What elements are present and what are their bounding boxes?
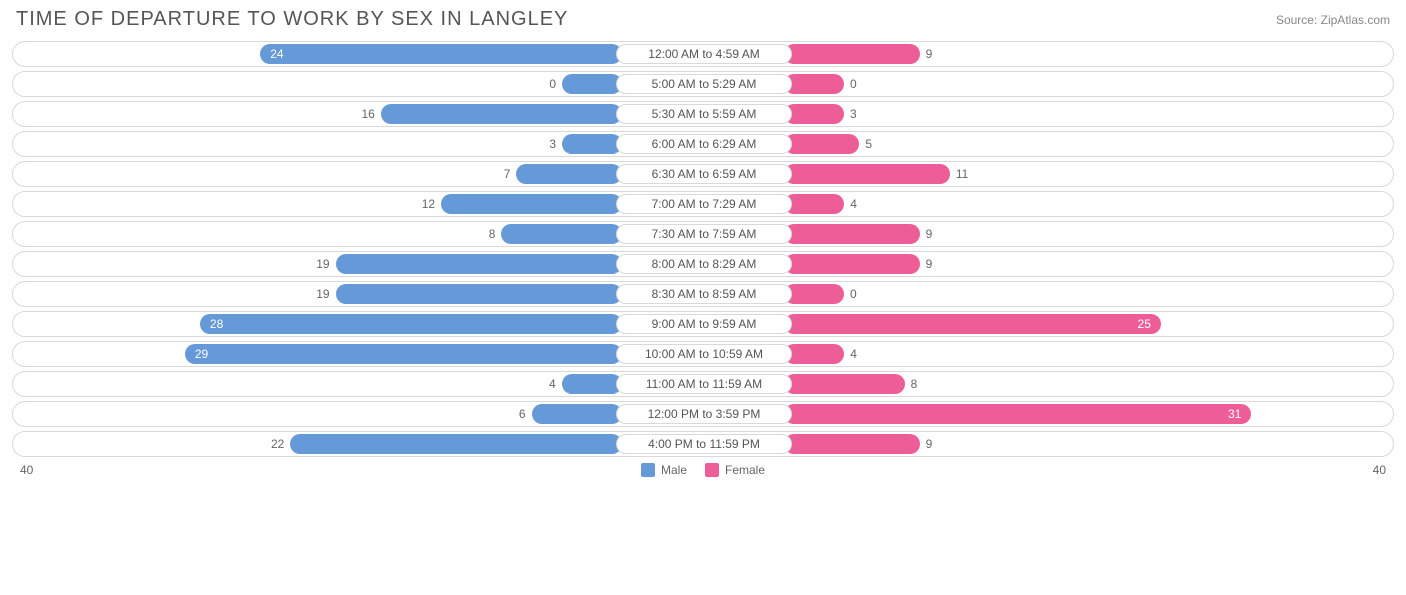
source-prefix: Source: (1276, 13, 1317, 27)
female-value: 0 (850, 282, 890, 306)
female-value: 11 (956, 162, 996, 186)
legend-item: Female (705, 463, 765, 477)
row-time-label: 5:00 AM to 5:29 AM (616, 74, 792, 94)
female-bar: 25 (784, 314, 1161, 334)
chart-row: 19 0 8:30 AM to 8:59 AM (12, 281, 1394, 307)
male-bar (290, 434, 622, 454)
row-time-label: 12:00 AM to 4:59 AM (616, 44, 792, 64)
legend-swatch (705, 463, 719, 477)
female-bar (784, 194, 844, 214)
source-attribution: Source: ZipAtlas.com (1276, 13, 1390, 27)
male-value: 6 (486, 402, 526, 426)
chart-row: 8 9 7:30 AM to 7:59 AM (12, 221, 1394, 247)
male-bar (501, 224, 622, 244)
chart-row: 0 0 5:00 AM to 5:29 AM (12, 71, 1394, 97)
male-value: 3 (516, 132, 556, 156)
female-bar (784, 224, 920, 244)
male-bar (381, 104, 622, 124)
male-value: 29 (195, 347, 208, 361)
female-value: 8 (911, 372, 951, 396)
row-time-label: 11:00 AM to 11:59 AM (616, 374, 792, 394)
row-time-label: 6:00 AM to 6:29 AM (616, 134, 792, 154)
chart-title: TIME OF DEPARTURE TO WORK BY SEX IN LANG… (16, 8, 568, 31)
row-time-label: 9:00 AM to 9:59 AM (616, 314, 792, 334)
female-bar (784, 374, 905, 394)
male-value: 28 (210, 317, 223, 331)
row-time-label: 12:00 PM to 3:59 PM (616, 404, 792, 424)
legend-item: Male (641, 463, 687, 477)
male-value: 22 (244, 432, 284, 456)
male-value: 8 (455, 222, 495, 246)
male-value: 19 (290, 252, 330, 276)
female-value: 9 (926, 42, 966, 66)
female-value: 3 (850, 102, 890, 126)
chart-row: 28 25 9:00 AM to 9:59 AM (12, 311, 1394, 337)
male-value: 4 (516, 372, 556, 396)
row-time-label: 6:30 AM to 6:59 AM (616, 164, 792, 184)
female-value: 9 (926, 222, 966, 246)
row-time-label: 4:00 PM to 11:59 PM (616, 434, 792, 454)
male-value: 0 (516, 72, 556, 96)
female-bar (784, 254, 920, 274)
chart-row: 31 6 12:00 PM to 3:59 PM (12, 401, 1394, 427)
male-value: 12 (395, 192, 435, 216)
row-time-label: 7:30 AM to 7:59 AM (616, 224, 792, 244)
chart-row: 22 9 4:00 PM to 11:59 PM (12, 431, 1394, 457)
male-bar (441, 194, 622, 214)
female-value: 9 (926, 252, 966, 276)
female-bar (784, 104, 844, 124)
male-bar (562, 74, 622, 94)
female-value: 4 (850, 342, 890, 366)
chart-row: 4 8 11:00 AM to 11:59 AM (12, 371, 1394, 397)
male-bar (516, 164, 622, 184)
row-time-label: 7:00 AM to 7:29 AM (616, 194, 792, 214)
male-bar (532, 404, 622, 424)
male-bar (562, 134, 622, 154)
chart-row: 19 9 8:00 AM to 8:29 AM (12, 251, 1394, 277)
female-bar (784, 344, 844, 364)
male-bar: 28 (200, 314, 622, 334)
female-bar (784, 284, 844, 304)
axis-right-max: 40 (1373, 463, 1386, 477)
axis-left-max: 40 (20, 463, 33, 477)
female-value: 25 (1138, 317, 1151, 331)
legend: Male Female (641, 463, 765, 477)
row-time-label: 5:30 AM to 5:59 AM (616, 104, 792, 124)
female-bar (784, 74, 844, 94)
female-bar (784, 434, 920, 454)
chart-row: 12 4 7:00 AM to 7:29 AM (12, 191, 1394, 217)
chart-row: 24 9 12:00 AM to 4:59 AM (12, 41, 1394, 67)
source-name: ZipAtlas.com (1321, 13, 1390, 27)
chart-row: 29 4 10:00 AM to 10:59 AM (12, 341, 1394, 367)
female-bar (784, 164, 950, 184)
female-value: 4 (850, 192, 890, 216)
male-bar (562, 374, 622, 394)
female-bar: 31 (784, 404, 1251, 424)
male-bar (336, 284, 622, 304)
chart-row: 16 3 5:30 AM to 5:59 AM (12, 101, 1394, 127)
male-value: 19 (290, 282, 330, 306)
male-value: 24 (270, 47, 283, 61)
male-bar: 29 (185, 344, 622, 364)
male-bar: 24 (260, 44, 622, 64)
female-bar (784, 44, 920, 64)
legend-label: Female (725, 463, 765, 477)
female-value: 5 (865, 132, 905, 156)
male-value: 7 (470, 162, 510, 186)
female-value: 31 (1228, 407, 1241, 421)
female-value: 0 (850, 72, 890, 96)
chart-rows: 24 9 12:00 AM to 4:59 AM 0 0 5:00 AM to 5:29 … (12, 41, 1394, 457)
female-value: 9 (926, 432, 966, 456)
chart-row: 3 5 6:00 AM to 6:29 AM (12, 131, 1394, 157)
legend-swatch (641, 463, 655, 477)
chart-row: 7 11 6:30 AM to 6:59 AM (12, 161, 1394, 187)
female-bar (784, 134, 859, 154)
row-time-label: 8:30 AM to 8:59 AM (616, 284, 792, 304)
male-value: 16 (335, 102, 375, 126)
row-time-label: 8:00 AM to 8:29 AM (616, 254, 792, 274)
row-time-label: 10:00 AM to 10:59 AM (616, 344, 792, 364)
male-bar (336, 254, 622, 274)
legend-label: Male (661, 463, 687, 477)
